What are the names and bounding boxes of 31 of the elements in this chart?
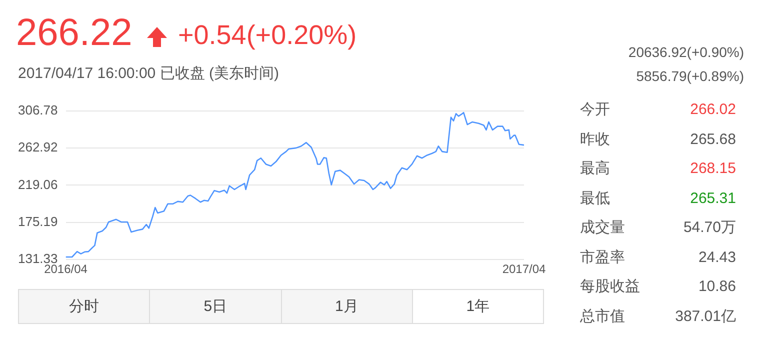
text: 265.31 bbox=[690, 188, 736, 208]
text: 5856.79(+0.89%) bbox=[635, 67, 744, 86]
text: 市盈率 bbox=[580, 248, 625, 268]
text: 总市值 bbox=[580, 306, 625, 326]
text: 5日 bbox=[149, 290, 280, 323]
text: 24.43 bbox=[698, 248, 736, 268]
text: 10.86 bbox=[698, 277, 736, 297]
text: 20636.92(+0.90%) bbox=[628, 43, 744, 62]
chart-subtitle: 2017/04/17 16:00:00 已收盘 (美东时间) bbox=[18, 64, 279, 83]
text: 每股收益 bbox=[580, 277, 640, 297]
text: 成交量 bbox=[580, 218, 625, 238]
text: 387.01亿 bbox=[675, 306, 736, 326]
y-tick-label: 262.92 bbox=[18, 140, 58, 155]
y-tick-label: 175.19 bbox=[18, 214, 58, 229]
text: 1年 bbox=[412, 290, 543, 323]
text: 最低 bbox=[580, 188, 610, 208]
text: 今开 bbox=[580, 100, 610, 120]
text: 昨收 bbox=[580, 130, 610, 150]
x-tick-label: 2016/04 bbox=[44, 262, 88, 276]
text: 1月 bbox=[280, 290, 412, 323]
text: 最高 bbox=[580, 159, 610, 179]
y-tick-label: 306.78 bbox=[18, 102, 58, 118]
text: 268.15 bbox=[690, 159, 736, 179]
x-tick-label: 2017/04 bbox=[502, 262, 546, 276]
text: 266.02 bbox=[690, 100, 736, 120]
text: 分时 bbox=[68, 297, 100, 317]
chart-title: 266.22 bbox=[16, 12, 132, 55]
text: 54.70万 bbox=[683, 218, 736, 238]
text: +0.54(+0.20%) bbox=[178, 20, 357, 51]
y-tick-label: 219.06 bbox=[18, 176, 58, 192]
text: 265.68 bbox=[690, 130, 736, 150]
